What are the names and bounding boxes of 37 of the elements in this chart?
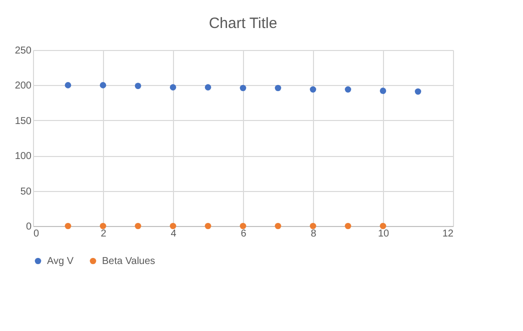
x-tick-label: 12 [442, 228, 454, 240]
point [240, 222, 246, 230]
point [240, 84, 246, 92]
point [100, 82, 106, 88]
point [380, 88, 386, 94]
legend-label: Avg V [47, 256, 74, 267]
point [204, 84, 212, 90]
point [64, 222, 72, 230]
point [274, 84, 282, 92]
point [344, 222, 352, 230]
y-tick-label: 50 [20, 186, 32, 198]
point [134, 82, 142, 90]
point [134, 222, 142, 230]
y-tick-label: 100 [14, 151, 32, 162]
y-tick-label: 250 [14, 46, 32, 56]
y-tick-label: 200 [14, 80, 32, 92]
chart-title: Chart Title [208, 15, 278, 32]
y-tick-label: 150 [14, 116, 32, 127]
point [380, 222, 386, 230]
x-tick-label: 2 [100, 228, 107, 240]
point [64, 82, 72, 88]
y-tick-label: 0 [26, 222, 32, 232]
x-tick-label: 4 [170, 228, 177, 240]
point [100, 222, 106, 230]
point [344, 86, 352, 93]
x-tick-label: 10 [378, 228, 390, 240]
point [310, 222, 316, 230]
x-tick-label: 6 [240, 228, 247, 240]
point [204, 222, 212, 230]
legend-label: Beta Values [102, 256, 156, 267]
point [170, 222, 176, 230]
point [310, 86, 316, 93]
point [414, 88, 422, 95]
point [274, 222, 282, 230]
point [170, 84, 176, 90]
x-tick-label: 8 [310, 228, 317, 240]
x-tick-label: 0 [34, 228, 40, 240]
